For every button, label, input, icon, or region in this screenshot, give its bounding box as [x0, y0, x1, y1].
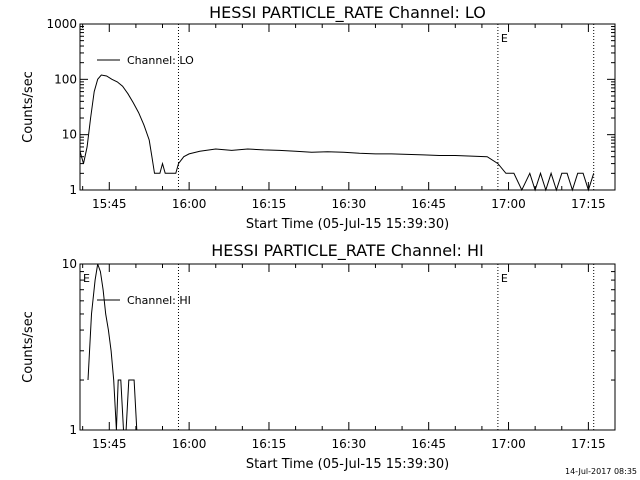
- x-tick-label: 16:45: [411, 437, 446, 451]
- time-marker-label: E: [501, 272, 508, 285]
- footer-timestamp: 14-Jul-2017 08:35: [565, 467, 637, 476]
- x-tick-label: 17:00: [491, 437, 526, 451]
- x-tick-label: 17:00: [491, 197, 526, 211]
- chart-panel-1: HESSI PARTICLE_RATE Channel: LO Start Tim…: [21, 3, 616, 232]
- x-axis-label: Start Time (05-Jul-15 15:39:30): [246, 457, 449, 472]
- series-line-1: [87, 263, 138, 431]
- plot-frame: [79, 263, 616, 431]
- chart-panel-2: HESSI PARTICLE_RATE Channel: HI Start Tim…: [21, 241, 616, 472]
- y-tick-label: 10: [62, 128, 77, 142]
- legend-label: Channel: HI: [127, 294, 191, 307]
- x-axis-label: Start Time (05-Jul-15 15:39:30): [246, 217, 449, 232]
- x-tick-label: 16:30: [332, 437, 367, 451]
- series-line-1: [79, 74, 595, 192]
- x-tick-label: 16:30: [332, 197, 367, 211]
- plot-frame: [79, 23, 616, 191]
- y-tick-label: 1: [69, 423, 77, 437]
- x-tick-label: 16:00: [172, 437, 207, 451]
- y-tick-label: 100: [54, 72, 77, 86]
- x-tick-label: 17:15: [571, 437, 606, 451]
- y-axis-label: Counts/sec: [21, 311, 36, 383]
- y-axis-label: Counts/sec: [21, 71, 36, 143]
- x-tick-label: 16:15: [252, 197, 287, 211]
- time-marker-label: E: [501, 32, 508, 45]
- x-tick-label: 17:15: [571, 197, 606, 211]
- y-tick-label: 1000: [46, 17, 77, 31]
- x-tick-label: 16:00: [172, 197, 207, 211]
- y-tick-label: 10: [62, 257, 77, 271]
- chart-title: HESSI PARTICLE_RATE Channel: LO: [209, 3, 486, 23]
- x-tick-label: 16:45: [411, 197, 446, 211]
- x-tick-label: 15:45: [92, 197, 127, 211]
- y-tick-label: 1: [69, 183, 77, 197]
- x-tick-label: 15:45: [92, 437, 127, 451]
- x-tick-label: 16:15: [252, 437, 287, 451]
- time-marker-label: E: [83, 272, 90, 285]
- chart-title: HESSI PARTICLE_RATE Channel: HI: [211, 241, 484, 261]
- legend-label: Channel: LO: [127, 54, 194, 67]
